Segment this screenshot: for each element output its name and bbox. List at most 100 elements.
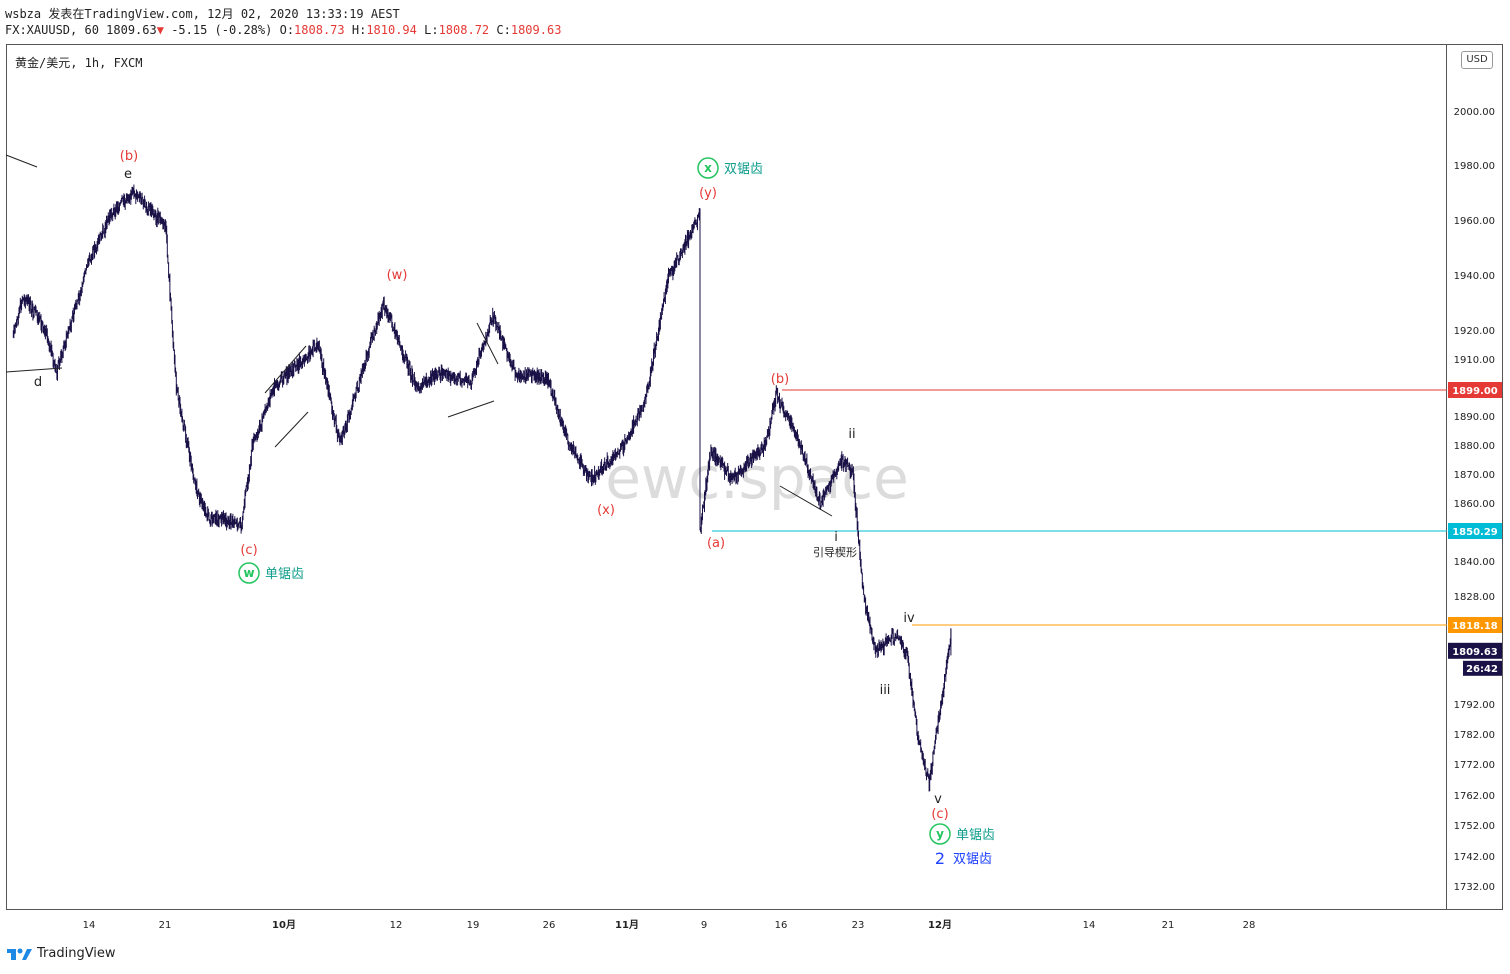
- price-change: -5.15 (-0.28%): [171, 23, 273, 37]
- x-tick-label: 26: [543, 920, 556, 931]
- chart-pane[interactable]: [6, 44, 1447, 910]
- wave-label-b-paren: (b): [771, 372, 789, 387]
- wave-label-2: 2: [935, 849, 945, 868]
- high-value: 1810.94: [366, 23, 417, 37]
- x-tick-label: 23: [852, 920, 865, 931]
- wave-x-description: 双锯齿: [724, 162, 763, 177]
- wave-label-y-circle-circle: [929, 823, 951, 845]
- wave-label-w-paren: (w): [387, 268, 408, 283]
- chart-symbol-title: 黄金/美元, 1h, FXCM: [15, 56, 143, 70]
- wave-label-b-top: (b): [120, 149, 138, 164]
- trendline[interactable]: [447, 400, 495, 418]
- wave-label-w-circle-circle: [238, 562, 260, 584]
- last-price-tag-bg: [1448, 642, 1502, 659]
- wave-label-c-paren: (c): [931, 807, 948, 822]
- countdown-tag-bg: [1463, 660, 1502, 676]
- y-tick-label: 1920.00: [1454, 326, 1495, 337]
- wave-label-i: i: [834, 530, 838, 545]
- x-tick-label: 16: [775, 920, 788, 931]
- y-tick-label: 1772.00: [1454, 760, 1495, 771]
- high-label: H:: [351, 23, 367, 37]
- y-tick-label: 1782.00: [1454, 730, 1495, 741]
- open-label: O:: [279, 23, 295, 37]
- wave-label-v: v: [934, 792, 942, 807]
- wave-label-d: d: [34, 375, 42, 390]
- symbol-interval: FX:XAUUSD, 60: [5, 23, 99, 37]
- wave-label-x-circle-circle: [697, 157, 719, 179]
- x-tick-label: 12月: [928, 919, 952, 931]
- price-tag-1818.18: 1818.18: [1452, 621, 1498, 632]
- wave-y-description: 单锯齿: [956, 828, 995, 843]
- currency-button[interactable]: USD: [1461, 51, 1493, 69]
- x-tick-label: 10月: [272, 919, 296, 931]
- wave-label-e: e: [124, 167, 132, 182]
- publish-info: wsbza 发表在TradingView.com, 12月 02, 2020 1…: [5, 7, 400, 21]
- low-value: 1808.72: [438, 23, 490, 37]
- last-price-tag: 1809.63: [1452, 647, 1498, 658]
- low-label: L:: [424, 23, 439, 37]
- x-tick-label: 9: [701, 920, 707, 931]
- y-tick-label: 1980.00: [1454, 161, 1495, 172]
- y-tick-label: 2000.00: [1454, 107, 1495, 118]
- x-tick-label: 11月: [615, 919, 639, 931]
- brand-name: TradingView: [37, 946, 116, 961]
- wave-label-leading-wedge: 引导楔形: [813, 545, 857, 559]
- y-tick-label: 1860.00: [1454, 499, 1495, 510]
- price-tag-1899.00: 1899.00: [1452, 386, 1498, 397]
- y-tick-label: 1732.00: [1454, 882, 1495, 893]
- y-tick-label: 1940.00: [1454, 271, 1495, 282]
- x-tick-label: 28: [1243, 920, 1256, 931]
- wave-label-y-paren: (y): [699, 186, 717, 201]
- x-tick-label: 19: [467, 920, 480, 931]
- countdown-tag: 26:42: [1466, 664, 1498, 675]
- wave-label-iv: iv: [903, 611, 915, 626]
- trendline[interactable]: [274, 411, 309, 448]
- y-tick-label: 1960.00: [1454, 216, 1495, 227]
- x-tick-label: 14: [83, 920, 96, 931]
- tradingview-logo[interactable]: TradingView: [7, 946, 116, 961]
- trendline[interactable]: [5, 154, 38, 168]
- y-tick-label: 1828.00: [1454, 592, 1495, 603]
- last-price: 1809.63: [106, 23, 157, 37]
- y-tick-label: 1890.00: [1454, 412, 1495, 423]
- trendline[interactable]: [476, 322, 499, 365]
- trendline[interactable]: [264, 345, 307, 394]
- open-value: 1808.73: [294, 23, 345, 37]
- price-tag-bg: [1448, 523, 1502, 539]
- price-tag-1850.29: 1850.29: [1452, 527, 1498, 538]
- wave-label-x-paren: (x): [597, 503, 615, 518]
- x-tick-label: 14: [1083, 920, 1096, 931]
- wave-label-c-low: (c): [240, 543, 257, 558]
- wave-label-w-circle: w: [243, 566, 254, 580]
- close-label: C:: [496, 23, 511, 37]
- wave-label-x-circle: x: [704, 161, 712, 175]
- x-tick-label: 12: [390, 920, 403, 931]
- trendline[interactable]: [5, 367, 63, 373]
- price-tag-bg: [1448, 617, 1502, 633]
- down-arrow-icon: ▼: [156, 23, 164, 37]
- candle-series: [12, 184, 952, 792]
- wave-label-ii: ii: [848, 427, 855, 442]
- trendline[interactable]: [779, 485, 833, 517]
- price-tag-bg: [1448, 382, 1502, 398]
- y-tick-label: 1870.00: [1454, 470, 1495, 481]
- wave-label-y-circle: y: [936, 827, 944, 841]
- y-tick-label: 1910.00: [1454, 355, 1495, 366]
- close-value: 1809.63: [510, 23, 562, 37]
- y-tick-label: 1762.00: [1454, 791, 1495, 802]
- wave-label-iii: iii: [880, 683, 891, 698]
- x-tick-label: 21: [1162, 920, 1175, 931]
- tradingview-logo-icon: [7, 948, 32, 960]
- y-tick-label: 1752.00: [1454, 821, 1495, 832]
- y-tick-label: 1792.00: [1454, 700, 1495, 711]
- x-tick-label: 21: [159, 920, 172, 931]
- wave-w-description: 单锯齿: [265, 567, 304, 582]
- wave-label-a-paren: (a): [707, 536, 725, 551]
- price-axis[interactable]: [1447, 44, 1503, 910]
- y-tick-label: 1742.00: [1454, 852, 1495, 863]
- quote-line: FX:XAUUSD, 60 1809.63▼ -5.15 (-0.28%) O:…: [5, 23, 561, 37]
- y-tick-label: 1880.00: [1454, 441, 1495, 452]
- wave-2-description: 双锯齿: [953, 852, 992, 867]
- y-tick-label: 1840.00: [1454, 557, 1495, 568]
